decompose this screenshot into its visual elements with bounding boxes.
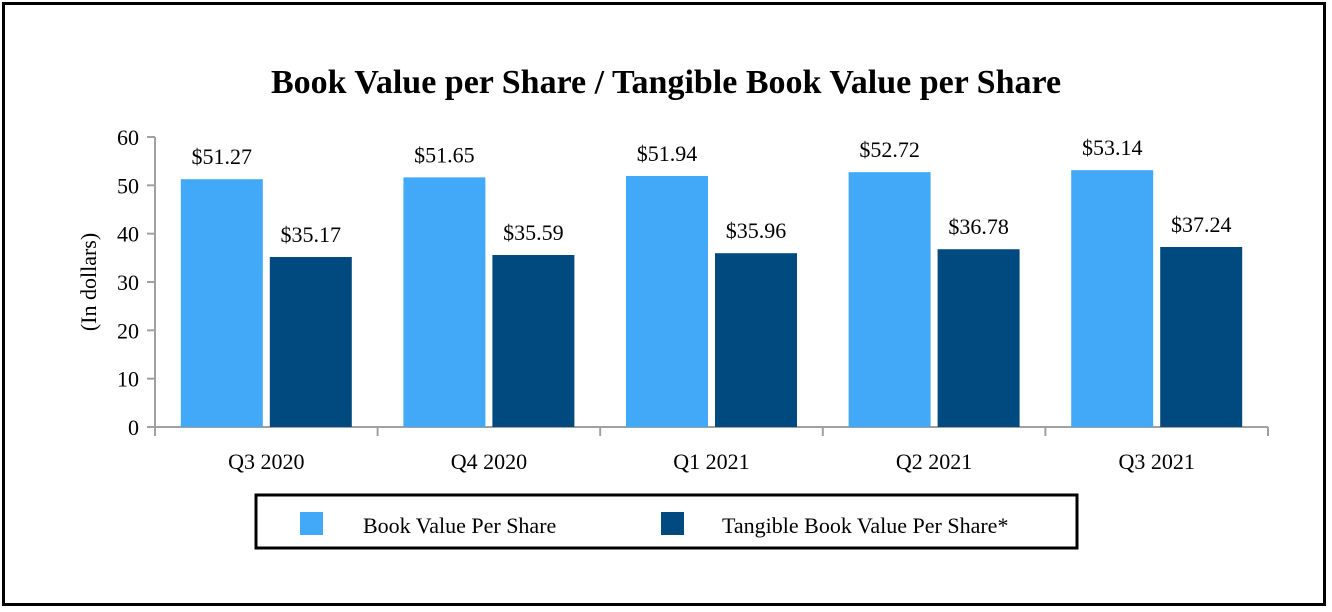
bar (269, 257, 352, 427)
data-label: $36.78 (948, 214, 1009, 239)
bar (626, 175, 708, 427)
y-tick-label: 50 (117, 173, 139, 198)
data-label: $53.14 (1082, 135, 1143, 160)
bar (492, 254, 575, 427)
y-axis: 0 10 20 30 40 50 60 (117, 125, 156, 440)
y-tick-label: 40 (117, 222, 139, 247)
bar (848, 172, 931, 427)
data-label: $35.59 (503, 220, 564, 245)
y-tick-label: 20 (117, 318, 139, 343)
bar (937, 249, 1020, 427)
bar (1160, 247, 1243, 427)
y-tick-label: 10 (117, 367, 139, 392)
data-label: $51.94 (637, 141, 698, 166)
legend-swatch-book-value (300, 512, 323, 535)
legend-label-tangible-book-value: Tangible Book Value Per Share* (722, 513, 1008, 538)
data-label: $51.65 (414, 142, 475, 167)
data-label: $35.96 (726, 218, 787, 243)
value-labels-group: $51.27 $51.65 $51.94 $52.72 $53.14 $35.17 $35.… (192, 135, 1232, 247)
x-tick-label: Q3 2021 (1119, 449, 1195, 474)
data-label: $52.72 (859, 137, 920, 162)
bar (715, 253, 797, 427)
x-axis: Q3 2020 Q4 2020 Q1 2021 Q2 2021 Q3 2021 (154, 426, 1269, 474)
y-tick-label: 0 (128, 415, 139, 440)
legend-swatch-tangible-book-value (661, 512, 684, 535)
x-tick-label: Q2 2021 (896, 449, 972, 474)
x-tick-label: Q1 2021 (673, 449, 749, 474)
legend-label-book-value: Book Value Per Share (363, 513, 556, 538)
bar (180, 179, 263, 427)
y-axis-label: (In dollars) (76, 233, 101, 331)
x-tick-label: Q4 2020 (451, 449, 527, 474)
bar (403, 177, 486, 427)
bar (1071, 170, 1154, 427)
x-tick-label: Q3 2020 (228, 449, 304, 474)
chart-title: Book Value per Share / Tangible Book Val… (271, 64, 1061, 101)
legend: Book Value Per Share Tangible Book Value… (254, 493, 1079, 550)
data-label: $51.27 (192, 144, 253, 169)
bars-group (180, 170, 1243, 427)
data-label: $35.17 (281, 222, 342, 247)
y-tick-label: 60 (117, 125, 139, 150)
y-tick-label: 30 (117, 270, 139, 295)
data-label: $37.24 (1171, 212, 1232, 237)
